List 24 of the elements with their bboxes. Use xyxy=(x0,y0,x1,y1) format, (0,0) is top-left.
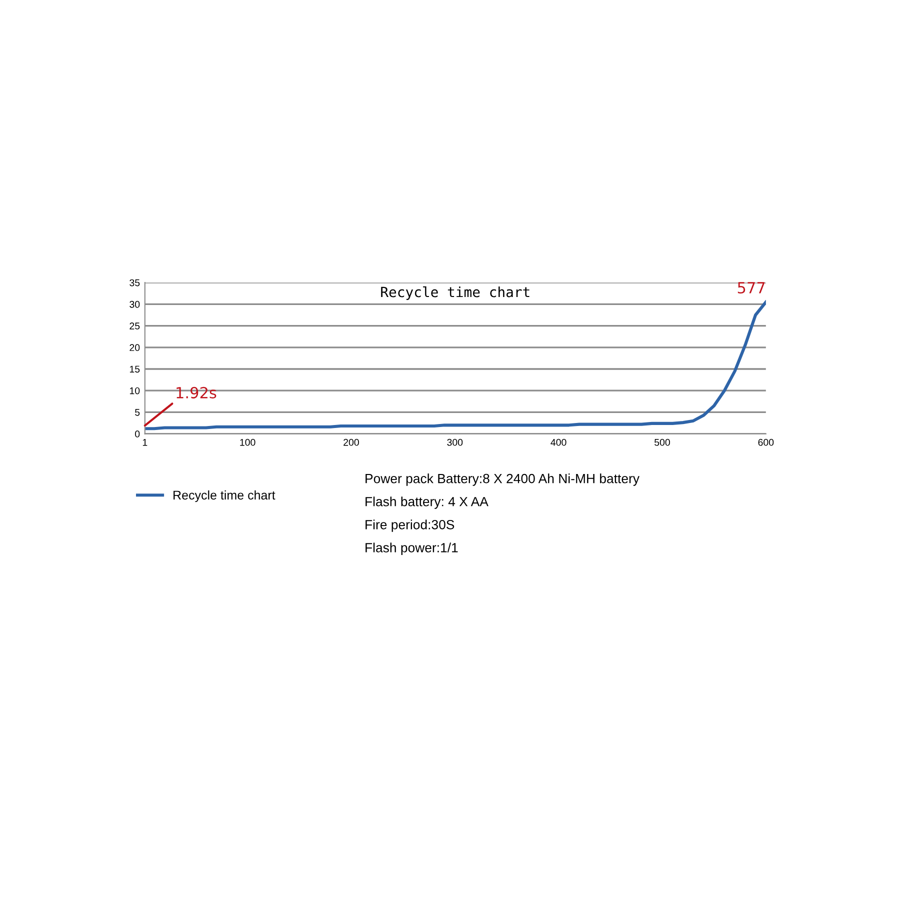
text: Fire period:30S xyxy=(366,520,454,532)
annotation: 577 xyxy=(738,282,765,294)
y-tick-label: 30 xyxy=(130,300,140,308)
y-tick-label: 20 xyxy=(130,344,140,352)
y-tick-label: 0 xyxy=(135,430,140,438)
y-tick-label: 10 xyxy=(130,387,140,394)
x-tick-label: 400 xyxy=(550,438,566,446)
y-tick-label: 15 xyxy=(130,366,140,373)
legend-label: Recycle time chart xyxy=(174,490,276,502)
text: Flash battery: 4 X AA xyxy=(366,496,488,509)
y-tick-label: 35 xyxy=(130,279,140,286)
chart-title: Recycle time chart xyxy=(381,286,530,300)
y-tick-label: 25 xyxy=(130,322,140,330)
x-tick-label: 500 xyxy=(654,438,670,446)
annotation: 1.92s xyxy=(176,386,216,398)
x-tick-label: 100 xyxy=(240,438,256,446)
text: Flash power:1/1 xyxy=(366,542,458,555)
x-tick-label: 600 xyxy=(758,438,774,446)
x-tick-label: 300 xyxy=(447,438,463,446)
x-tick-label: 200 xyxy=(344,438,359,446)
y-tick-label: 5 xyxy=(135,409,140,416)
text: Power pack Battery:8 X 2400 Ah Ni-MH battery xyxy=(366,474,640,486)
line-series xyxy=(144,300,766,430)
x-tick-label: 1 xyxy=(142,439,148,446)
